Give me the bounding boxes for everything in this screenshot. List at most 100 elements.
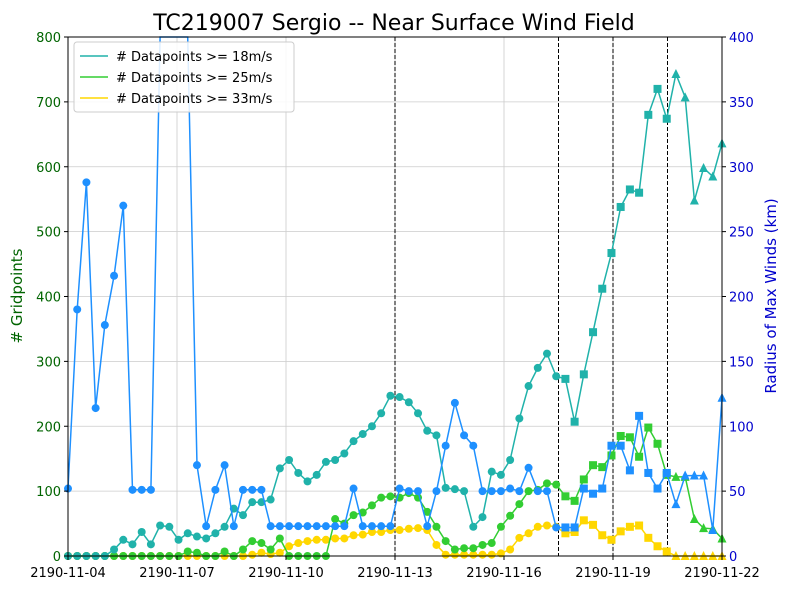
data-point-s18 <box>589 328 598 337</box>
data-point-s18 <box>367 422 376 431</box>
data-point-s18 <box>533 363 542 372</box>
data-point-s25 <box>487 539 496 548</box>
data-point-s33 <box>414 524 423 533</box>
data-point-rmw <box>653 484 662 493</box>
data-point-rmw <box>689 470 699 480</box>
data-point-rmw <box>625 466 634 475</box>
data-point-rmw <box>229 522 238 531</box>
data-point-s33 <box>294 539 303 548</box>
data-point-s25 <box>552 480 561 489</box>
data-point-s33 <box>404 524 413 533</box>
data-point-s18 <box>423 426 432 435</box>
x-tick-label: 2190-11-13 <box>357 566 433 581</box>
data-point-s18 <box>211 529 220 538</box>
data-point-s18 <box>146 540 155 549</box>
data-point-s18 <box>699 163 709 173</box>
data-point-s18 <box>137 527 146 536</box>
data-point-s18 <box>395 393 404 402</box>
data-point-s25 <box>598 463 607 472</box>
legend-label-s25: # Datapoints >= 25m/s <box>116 71 273 86</box>
data-point-s25 <box>671 471 681 481</box>
data-point-s18 <box>662 114 671 123</box>
data-point-rmw <box>312 522 321 531</box>
y-right-tick-label: 300 <box>729 161 754 176</box>
y-left-tick-label: 0 <box>53 550 61 565</box>
data-point-s18 <box>644 110 653 119</box>
data-point-rmw <box>598 484 607 493</box>
data-point-rmw <box>671 499 681 509</box>
data-point-rmw <box>331 522 340 531</box>
data-point-rmw <box>616 441 625 450</box>
data-point-rmw <box>515 487 524 496</box>
x-tick-label: 2190-11-07 <box>139 566 215 581</box>
data-point-s25 <box>561 492 570 501</box>
data-point-s33 <box>644 533 653 542</box>
data-point-s33 <box>248 550 257 559</box>
data-point-rmw <box>552 523 561 532</box>
data-point-s18 <box>202 534 211 543</box>
data-point-s25 <box>377 493 386 502</box>
data-point-s25 <box>257 539 266 548</box>
y-right-tick-label: 50 <box>729 485 746 500</box>
data-point-s33 <box>321 535 330 544</box>
data-point-s18 <box>377 409 386 418</box>
data-point-rmw <box>542 487 551 496</box>
data-point-rmw <box>321 522 330 531</box>
data-point-s25 <box>358 508 367 517</box>
data-point-s18 <box>220 522 229 531</box>
data-point-rmw <box>450 398 459 407</box>
data-point-s33 <box>570 527 579 536</box>
data-point-rmw <box>377 522 386 531</box>
legend-box <box>73 41 295 113</box>
data-point-s18 <box>653 84 662 93</box>
data-point-rmw <box>119 201 128 210</box>
data-point-s18 <box>321 457 330 466</box>
data-point-s25 <box>653 439 662 448</box>
data-point-rmw <box>589 489 598 498</box>
data-point-s18 <box>561 374 570 383</box>
data-point-rmw <box>432 487 441 496</box>
data-point-s18 <box>275 464 284 473</box>
y-left-tick-label: 200 <box>36 420 61 435</box>
data-point-s18 <box>404 398 413 407</box>
data-point-s25 <box>192 548 201 557</box>
y-left-tick-label: 600 <box>36 161 61 176</box>
data-point-s33 <box>524 529 533 538</box>
data-point-s25 <box>239 545 248 554</box>
data-point-rmw <box>414 487 423 496</box>
data-point-s25 <box>589 461 598 470</box>
data-point-s25 <box>469 544 478 553</box>
data-point-s18 <box>598 284 607 293</box>
data-point-s33 <box>340 534 349 543</box>
data-point-s18 <box>156 521 165 530</box>
data-point-s25 <box>515 500 524 509</box>
data-point-s18 <box>625 185 634 194</box>
data-point-s25 <box>248 537 257 546</box>
data-point-s25 <box>607 451 616 460</box>
data-point-s33 <box>598 531 607 540</box>
data-point-s25 <box>635 452 644 461</box>
data-point-s18 <box>358 430 367 439</box>
data-point-rmw <box>708 525 718 535</box>
data-point-s18 <box>708 171 718 181</box>
y-left-tick-label: 800 <box>36 31 61 46</box>
data-point-s33 <box>607 535 616 544</box>
data-point-s18 <box>349 437 358 446</box>
data-point-s25 <box>275 534 284 543</box>
data-point-s33 <box>496 549 505 558</box>
data-point-rmw <box>506 484 515 493</box>
data-point-rmw <box>561 523 570 532</box>
data-point-s18 <box>487 467 496 476</box>
data-point-s18 <box>303 477 312 486</box>
data-point-s18 <box>110 545 119 554</box>
data-point-rmw <box>570 523 579 532</box>
data-point-s18 <box>386 391 395 400</box>
data-point-s18 <box>165 522 174 531</box>
x-tick-label: 2190-11-04 <box>30 566 106 581</box>
data-point-s18 <box>285 455 294 464</box>
data-point-s33 <box>515 533 524 542</box>
data-point-s18 <box>469 522 478 531</box>
data-point-s33 <box>303 537 312 546</box>
data-point-rmw <box>680 470 690 480</box>
